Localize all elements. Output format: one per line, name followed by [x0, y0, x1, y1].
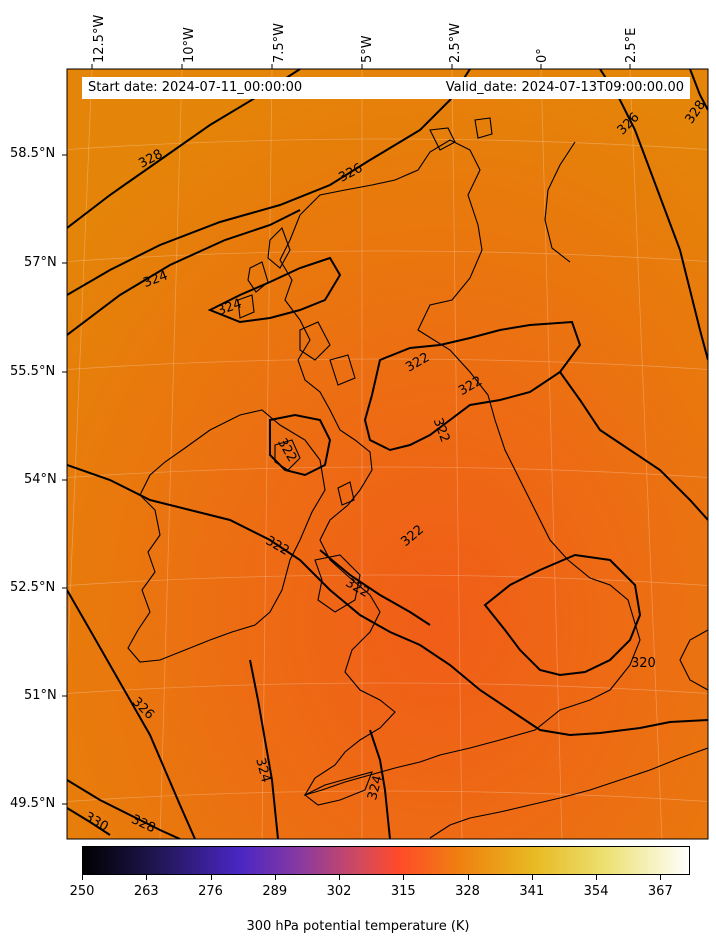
- colorbar-tick-mark: [146, 875, 148, 880]
- date-info-box: Start date: 2024-07-11_00:00:00 Valid_da…: [82, 77, 690, 99]
- longitude-label: 12.5°W: [92, 14, 107, 63]
- longitude-label: 0°: [535, 48, 550, 63]
- coast-wales: [314, 554, 361, 613]
- coast-cornwall: [303, 771, 373, 806]
- colorbar-tick-mark: [596, 875, 598, 880]
- contour-label: 324: [365, 774, 386, 802]
- contour-330-sw: [67, 807, 111, 836]
- latitude-label: 55.5°N: [10, 364, 56, 379]
- coast-great-britain: [279, 139, 641, 796]
- contour-324-s2: [369, 729, 391, 839]
- colorbar-tick-label: 341: [519, 884, 545, 899]
- coastlines: [127, 117, 708, 839]
- colorbar-tick-label: 302: [326, 884, 352, 899]
- contour-322-scotland: [363, 320, 582, 452]
- latitude-label: 52.5°N: [10, 580, 56, 595]
- latitude-label: 58.5°N: [10, 146, 56, 161]
- colorbar-tick-mark: [660, 875, 662, 880]
- colorbar-gradient: [82, 846, 690, 875]
- latitude-label: 51°N: [24, 688, 57, 703]
- colorbar-tick-label: 367: [647, 884, 673, 899]
- contour-label: 324: [252, 756, 273, 784]
- coast-france: [429, 747, 708, 839]
- colorbar-tick-label: 354: [583, 884, 609, 899]
- colorbar-tick-label: 328: [455, 884, 480, 899]
- contour-328-sw: [67, 779, 181, 839]
- colorbar-tick-label: 276: [198, 884, 223, 899]
- colorbar-tick-mark: [210, 875, 212, 880]
- latitude-label: 54°N: [24, 472, 57, 487]
- colorbar-tick-mark: [82, 875, 83, 880]
- colorbar-tick-label: 263: [133, 884, 159, 899]
- colorbar-tick-label: 250: [69, 884, 95, 899]
- valid-date-text: Valid_date: 2024-07-13T09:00:00.00: [445, 80, 684, 95]
- contour-326-sw: [67, 589, 196, 839]
- longitude-label: 7.5°W: [272, 22, 287, 63]
- contour-320: [483, 553, 642, 677]
- colorbar-tick-label: 315: [390, 884, 416, 899]
- axis-ticks: [62, 64, 631, 805]
- map-panel: 328 326 324 324 322 322 322 322 322 322 …: [62, 64, 709, 840]
- colorbar-tick-mark: [531, 875, 533, 880]
- contour-322-mid: [319, 549, 431, 626]
- contour-326-ne: [599, 69, 708, 361]
- coast-orkney: [429, 117, 493, 151]
- longitude-label: 2.5°W: [448, 22, 463, 63]
- colorbar-tick-mark: [403, 875, 405, 880]
- longitude-label: 2.5°E: [624, 27, 639, 63]
- colorbar-tick-label: 289: [262, 884, 288, 899]
- contour-328-ne: [689, 69, 708, 111]
- colorbar-tick-mark: [274, 875, 276, 880]
- coast-norway: [544, 141, 576, 263]
- longitude-label: 10°W: [182, 27, 197, 63]
- longitude-label: 5°W: [360, 35, 375, 63]
- contour-324-se: [249, 659, 279, 839]
- coast-benelux: [679, 629, 708, 691]
- colorbar-tick-mark: [467, 875, 469, 880]
- map-field: [67, 69, 708, 839]
- map-frame: [66, 68, 709, 840]
- contour-label: 320: [631, 656, 656, 671]
- contour-324-n: [67, 209, 301, 336]
- contour-326-n: [67, 69, 471, 296]
- graticule: [67, 69, 708, 839]
- coast-ireland: [127, 409, 326, 663]
- start-date-text: Start date: 2024-07-11_00:00:00: [88, 80, 303, 95]
- colorbar: [82, 846, 690, 875]
- contour-322-ireland: [269, 413, 332, 477]
- contour-322-west: [67, 464, 708, 737]
- coast-isle-of-man: [337, 481, 355, 506]
- latitude-label: 49.5°N: [10, 796, 56, 811]
- colorbar-tick-mark: [339, 875, 341, 880]
- colorbar-title: 300 hPa potential temperature (K): [246, 919, 470, 934]
- contour-324-inner: [207, 256, 342, 324]
- coast-hebrides: [237, 227, 356, 386]
- latitude-label: 57°N: [24, 255, 57, 270]
- contour-322-east: [559, 371, 708, 521]
